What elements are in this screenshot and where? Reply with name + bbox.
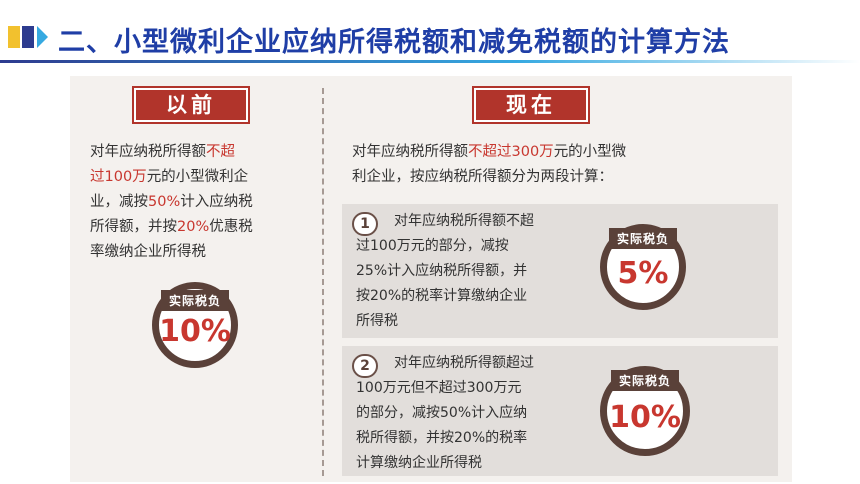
tier-line: 所得税 bbox=[356, 313, 398, 329]
text-segment: 利企业，按应纳税所得额分为两段计算： bbox=[352, 169, 613, 185]
tier-1-tax-badge: 实际税负 5% bbox=[600, 224, 686, 310]
tier-line: 计算缴纳企业所得税 bbox=[356, 455, 482, 471]
tier-line: 过100万元的部分，减按 bbox=[356, 238, 509, 254]
now-desc-line: 对年应纳税所得额不超过300万元的小型微 bbox=[352, 140, 782, 165]
tier-number: 2 bbox=[352, 354, 378, 378]
highlight-text: 不超 bbox=[206, 144, 235, 160]
tier-line: 税所得额，并按20%的税率 bbox=[356, 430, 528, 446]
title-decoration bbox=[8, 26, 48, 48]
now-label-box: 现在 bbox=[472, 86, 590, 124]
badge-value: 10% bbox=[159, 314, 231, 349]
now-label: 现在 bbox=[476, 90, 586, 120]
badge-value: 5% bbox=[617, 256, 669, 291]
badge-value: 10% bbox=[609, 400, 681, 435]
text-segment: 计入应纳税 bbox=[180, 194, 253, 210]
text-segment: 元的小型微 bbox=[553, 144, 627, 160]
tier-card-2: 2 对年应纳税所得额超过 100万元但不超过300万元 的部分，减按50%计入应… bbox=[342, 346, 778, 476]
text-segment: 所得额，并按 bbox=[90, 219, 177, 235]
yellow-square-icon bbox=[8, 26, 20, 48]
tier-line: 对年应纳税所得额超过 bbox=[394, 355, 534, 371]
badge-label: 实际税负 bbox=[608, 228, 678, 249]
before-desc-line: 过100万元的小型微利企 bbox=[90, 165, 312, 190]
text-segment: 优惠税 bbox=[209, 219, 253, 235]
tier-card-1: 1 对年应纳税所得额不超 过100万元的部分，减按 25%计入应纳税所得额，并 … bbox=[342, 204, 778, 338]
highlight-text: 不超过300万 bbox=[468, 144, 554, 160]
tier-line: 100万元但不超过300万元 bbox=[356, 380, 522, 396]
before-description: 对年应纳税所得额不超 过100万元的小型微利企 业，减按50%计入应纳税 所得额，并按… bbox=[90, 140, 312, 265]
now-desc-line: 利企业，按应纳税所得额分为两段计算： bbox=[352, 165, 782, 190]
highlight-text: 50% bbox=[148, 194, 181, 210]
tier-line: 25%计入应纳税所得额，并 bbox=[356, 263, 528, 279]
text-segment: 业，减按 bbox=[90, 194, 148, 210]
highlight-text: 20% bbox=[177, 219, 210, 235]
highlight-text: 过100万 bbox=[90, 169, 147, 185]
tier-line: 的部分，减按50%计入应纳 bbox=[356, 405, 528, 421]
text-segment: 对年应纳税所得额 bbox=[90, 144, 206, 160]
comparison-panel: 以前 对年应纳税所得额不超 过100万元的小型微利企 业，减按50%计入应纳税 所得额… bbox=[70, 76, 792, 482]
tier-number: 1 bbox=[352, 212, 378, 236]
arrow-icon bbox=[37, 26, 48, 48]
now-description: 对年应纳税所得额不超过300万元的小型微利企业，按应纳税所得额分为两段计算： bbox=[352, 140, 782, 190]
before-desc-line: 所得额，并按20%优惠税 bbox=[90, 215, 312, 240]
badge-label: 实际税负 bbox=[160, 290, 230, 311]
text-segment: 对年应纳税所得额 bbox=[352, 144, 468, 160]
tier-2-tax-badge: 实际税负 10% bbox=[600, 366, 690, 456]
blue-square-icon bbox=[22, 26, 34, 48]
before-desc-line: 对年应纳税所得额不超 bbox=[90, 140, 312, 165]
page-title: 二、小型微利企业应纳所得税额和减免税额的计算方法 bbox=[58, 27, 730, 58]
before-label: 以前 bbox=[136, 90, 246, 120]
before-desc-line: 率缴纳企业所得税 bbox=[90, 240, 312, 265]
tier-text: 对年应纳税所得额超过 100万元但不超过300万元 的部分，减按50%计入应纳 … bbox=[356, 351, 592, 476]
before-tax-badge: 实际税负 10% bbox=[152, 282, 238, 368]
tier-line: 对年应纳税所得额不超 bbox=[394, 213, 534, 229]
text-segment: 率缴纳企业所得税 bbox=[90, 244, 206, 260]
before-desc-line: 业，减按50%计入应纳税 bbox=[90, 190, 312, 215]
before-label-box: 以前 bbox=[132, 86, 250, 124]
tier-text: 对年应纳税所得额不超 过100万元的部分，减按 25%计入应纳税所得额，并 按2… bbox=[356, 209, 588, 334]
tier-line: 按20%的税率计算缴纳企业 bbox=[356, 288, 528, 304]
column-divider bbox=[322, 88, 324, 476]
title-underline bbox=[0, 60, 860, 63]
text-segment: 元的小型微利企 bbox=[146, 169, 249, 185]
title-bar: 二、小型微利企业应纳所得税额和减免税额的计算方法 bbox=[0, 0, 860, 72]
badge-label: 实际税负 bbox=[610, 370, 680, 391]
